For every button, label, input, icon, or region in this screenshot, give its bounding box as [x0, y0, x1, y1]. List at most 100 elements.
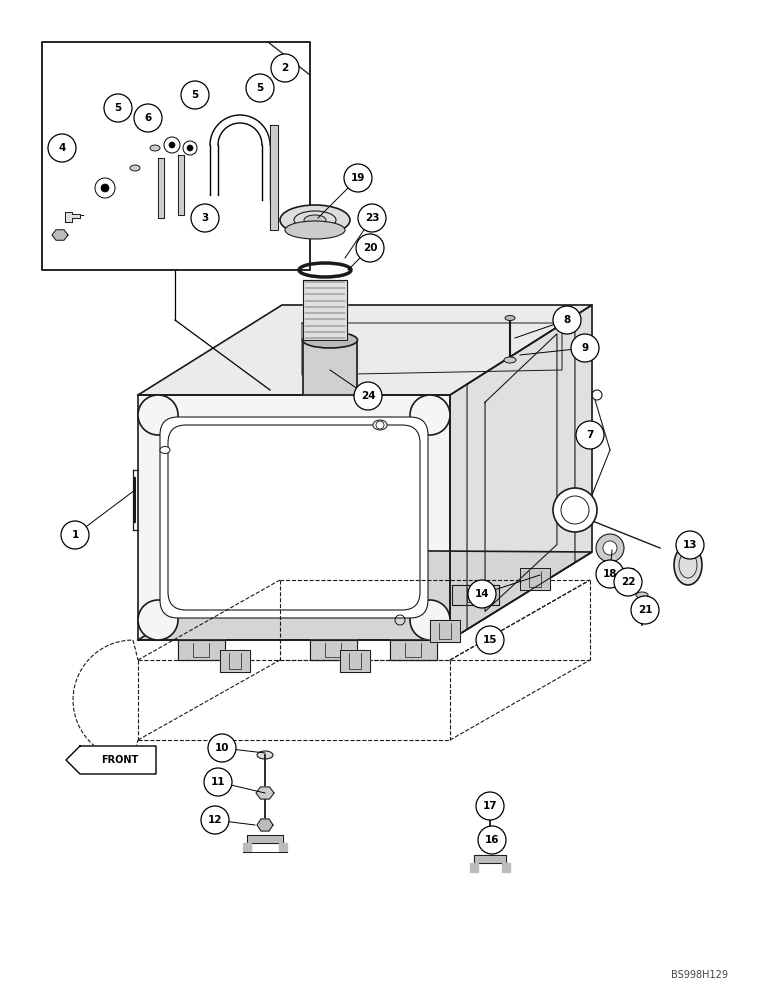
Polygon shape — [482, 839, 498, 851]
Ellipse shape — [150, 145, 160, 151]
Ellipse shape — [285, 221, 345, 239]
Circle shape — [476, 792, 504, 820]
Circle shape — [354, 382, 382, 410]
Circle shape — [183, 141, 197, 155]
Circle shape — [104, 94, 132, 122]
Ellipse shape — [130, 165, 140, 171]
Ellipse shape — [636, 592, 648, 598]
Text: 10: 10 — [215, 743, 229, 753]
Text: 23: 23 — [364, 213, 379, 223]
Circle shape — [596, 534, 624, 562]
Text: 12: 12 — [208, 815, 222, 825]
Ellipse shape — [373, 420, 387, 430]
Ellipse shape — [303, 332, 357, 348]
Circle shape — [596, 560, 624, 588]
Text: 5: 5 — [114, 103, 122, 113]
Text: BS998H129: BS998H129 — [672, 970, 729, 980]
Polygon shape — [243, 843, 251, 852]
Circle shape — [169, 142, 175, 148]
Polygon shape — [256, 787, 274, 799]
Circle shape — [271, 54, 299, 82]
Text: 16: 16 — [485, 835, 499, 845]
Ellipse shape — [483, 802, 497, 808]
Circle shape — [410, 395, 450, 435]
Circle shape — [358, 204, 386, 232]
Polygon shape — [430, 620, 460, 642]
FancyBboxPatch shape — [160, 417, 428, 618]
Circle shape — [356, 234, 384, 262]
Polygon shape — [257, 819, 273, 831]
Text: 7: 7 — [586, 430, 594, 440]
Polygon shape — [474, 855, 506, 863]
Text: 3: 3 — [201, 213, 208, 223]
Circle shape — [95, 178, 115, 198]
Ellipse shape — [504, 357, 516, 363]
Polygon shape — [390, 640, 437, 660]
Text: 1: 1 — [71, 530, 79, 540]
Circle shape — [204, 768, 232, 796]
Circle shape — [468, 580, 496, 608]
Text: 24: 24 — [361, 391, 375, 401]
Circle shape — [553, 306, 581, 334]
Ellipse shape — [304, 215, 326, 225]
Circle shape — [571, 334, 599, 362]
Text: 21: 21 — [638, 605, 652, 615]
Text: 14: 14 — [475, 589, 489, 599]
Circle shape — [478, 826, 506, 854]
Polygon shape — [138, 305, 592, 395]
Text: 5: 5 — [256, 83, 263, 93]
Circle shape — [376, 421, 384, 429]
Polygon shape — [520, 568, 550, 590]
Text: 13: 13 — [682, 540, 697, 550]
Polygon shape — [138, 395, 450, 640]
Circle shape — [164, 137, 180, 153]
Circle shape — [631, 596, 659, 624]
Circle shape — [246, 74, 274, 102]
Polygon shape — [502, 863, 510, 872]
Ellipse shape — [257, 751, 273, 759]
Polygon shape — [220, 650, 250, 672]
Circle shape — [614, 568, 642, 596]
Polygon shape — [270, 125, 278, 230]
Polygon shape — [279, 843, 287, 852]
Circle shape — [48, 134, 76, 162]
Polygon shape — [452, 585, 499, 605]
Polygon shape — [470, 863, 478, 872]
Text: 19: 19 — [350, 173, 365, 183]
Circle shape — [553, 488, 597, 532]
FancyBboxPatch shape — [42, 42, 310, 270]
Polygon shape — [65, 212, 80, 222]
Ellipse shape — [674, 545, 702, 585]
Ellipse shape — [160, 446, 170, 454]
Text: 11: 11 — [211, 777, 225, 787]
Polygon shape — [303, 340, 357, 395]
Circle shape — [603, 541, 617, 555]
Circle shape — [101, 184, 109, 192]
Circle shape — [134, 104, 162, 132]
Text: 18: 18 — [603, 569, 618, 579]
Text: 4: 4 — [59, 143, 66, 153]
Circle shape — [344, 164, 372, 192]
Text: 5: 5 — [191, 90, 198, 100]
Circle shape — [191, 204, 219, 232]
Circle shape — [187, 145, 193, 151]
Circle shape — [181, 81, 209, 109]
Polygon shape — [178, 155, 184, 215]
Polygon shape — [66, 746, 156, 774]
Polygon shape — [450, 305, 592, 640]
Text: FRONT: FRONT — [101, 755, 139, 765]
Circle shape — [61, 521, 89, 549]
Ellipse shape — [505, 316, 515, 320]
Text: 9: 9 — [581, 343, 588, 353]
Polygon shape — [247, 835, 283, 843]
Polygon shape — [310, 640, 357, 660]
Text: 6: 6 — [144, 113, 151, 123]
Polygon shape — [52, 230, 68, 240]
Circle shape — [676, 531, 704, 559]
Text: 15: 15 — [482, 635, 497, 645]
Polygon shape — [138, 550, 592, 640]
Circle shape — [576, 421, 604, 449]
Circle shape — [201, 806, 229, 834]
Circle shape — [138, 600, 178, 640]
Text: 20: 20 — [363, 243, 378, 253]
